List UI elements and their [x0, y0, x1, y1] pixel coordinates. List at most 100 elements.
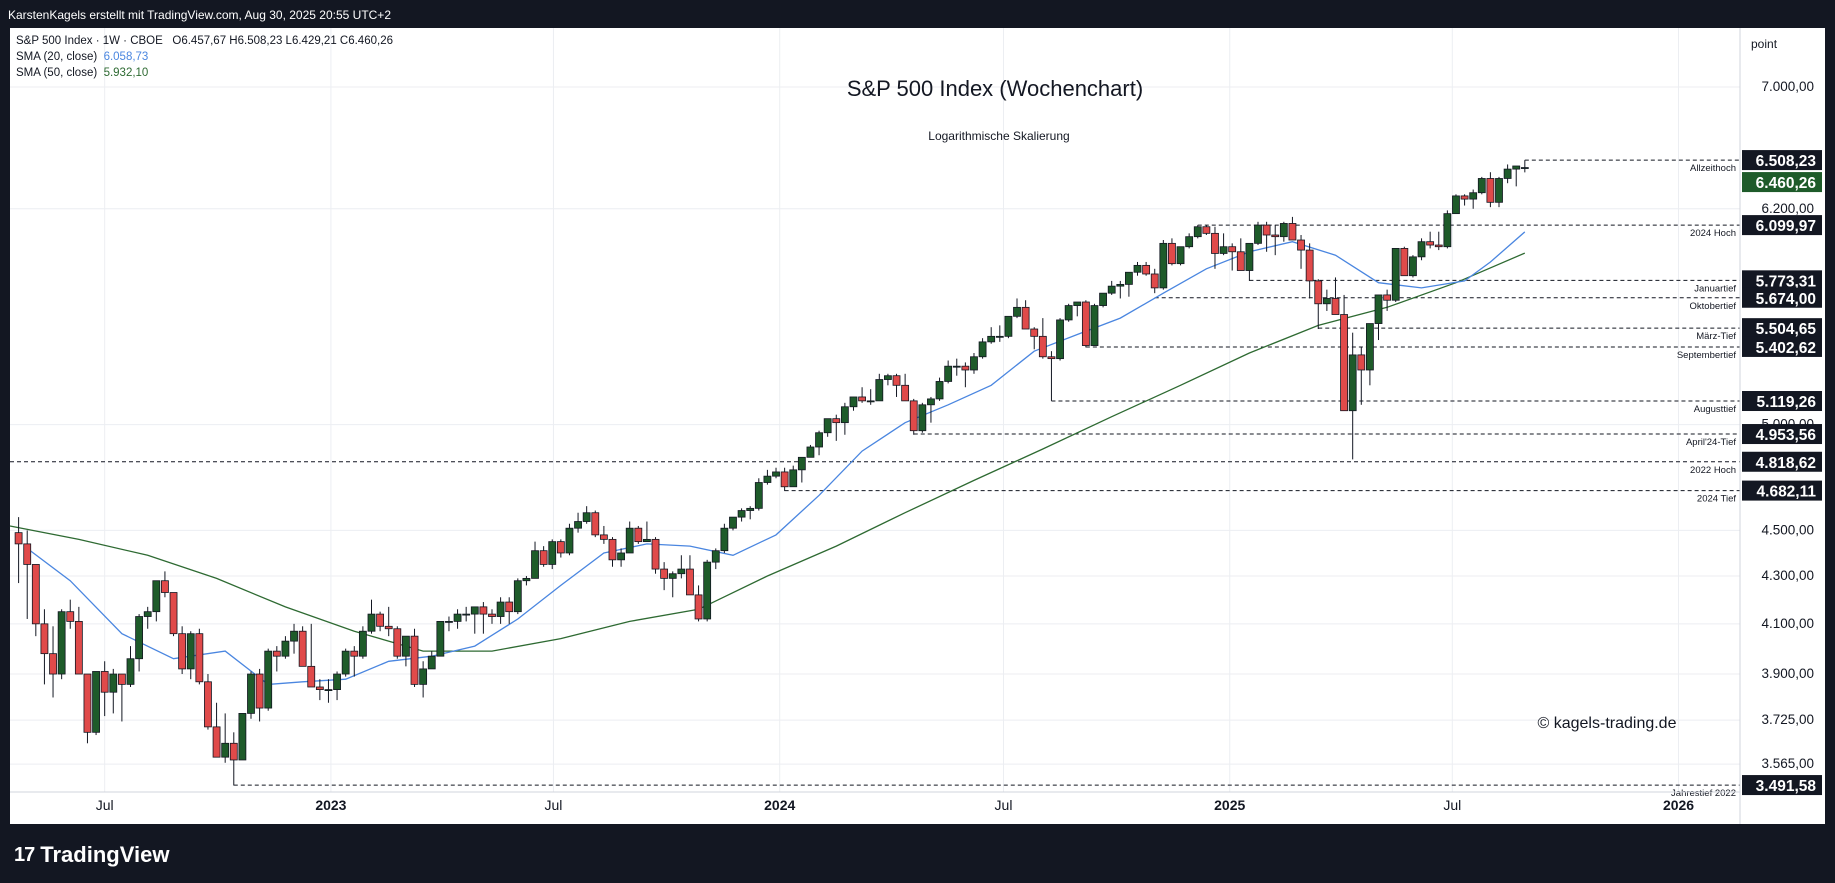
candle-body: [746, 507, 755, 511]
candle: [823, 418, 832, 437]
chart-canvas[interactable]: Allzeithoch 2024 Hoch Januartief Oktobertie…: [0, 28, 1835, 828]
candle: [1236, 238, 1245, 271]
candle-body: [1374, 294, 1383, 324]
candle: [703, 559, 712, 622]
candle: [694, 585, 703, 622]
candle: [505, 597, 514, 624]
candle: [909, 398, 918, 435]
candle-layer: [14, 160, 1529, 786]
price-label-box: [1742, 215, 1822, 236]
candle: [780, 467, 789, 492]
candle: [565, 523, 574, 556]
candle-body: [83, 673, 92, 733]
legend-sma20-label: SMA (20, close): [16, 51, 98, 63]
price-label-box: [1742, 775, 1822, 796]
candle-body: [393, 628, 402, 657]
chart-subtitle: Logarithmische Skalierung: [928, 129, 1069, 143]
candle-body: [1245, 242, 1254, 271]
candle: [970, 353, 978, 374]
price-label-value: 3.491,58: [1756, 778, 1817, 795]
candle: [574, 512, 582, 533]
candle-body: [1099, 292, 1107, 306]
candle-body: [66, 611, 75, 622]
candle: [1245, 242, 1254, 281]
candle-body: [591, 512, 600, 536]
candle: [453, 609, 462, 629]
tradingview-brand[interactable]: 17 TradingView: [14, 840, 169, 870]
candle: [66, 599, 75, 629]
candle-body: [987, 335, 996, 343]
candle-body: [1322, 298, 1331, 305]
legend-sma50-line[interactable]: SMA (50, close) 5.932,10: [16, 67, 148, 79]
candle: [31, 564, 40, 637]
candle-body: [135, 616, 144, 660]
watermark: © kagels-trading.de: [1538, 715, 1677, 732]
legend-sma20-line[interactable]: SMA (20, close) 6.058,73: [16, 51, 148, 63]
candle-body: [384, 625, 393, 630]
candle: [358, 626, 367, 659]
candle-body: [1116, 283, 1125, 287]
candle: [1495, 176, 1503, 208]
candle-body: [324, 689, 333, 691]
candle: [1434, 231, 1443, 251]
candle: [1357, 347, 1366, 405]
candle: [884, 373, 892, 386]
candle: [815, 430, 823, 456]
candle-body: [1133, 264, 1142, 273]
candle-body: [1202, 226, 1211, 234]
candle: [677, 555, 686, 579]
candle-body: [754, 482, 763, 509]
candle: [1004, 315, 1013, 339]
candle: [1099, 292, 1107, 308]
x-tick-label: 2026: [1663, 797, 1694, 813]
candle: [49, 626, 57, 698]
price-label-box: [1742, 451, 1822, 472]
time-axis[interactable]: Jul 2023 Jul 2024 Jul 2025 Jul 2026: [96, 797, 1695, 813]
candle: [737, 508, 746, 522]
x-tick-label: 2025: [1214, 797, 1245, 813]
candle: [1254, 221, 1262, 246]
candle: [1305, 243, 1314, 299]
candle: [539, 546, 548, 567]
candle: [1288, 216, 1297, 241]
candle: [754, 478, 763, 511]
candle-body: [668, 573, 677, 579]
candle-body: [238, 713, 247, 761]
y-tick-label: 6.200,00: [1761, 201, 1814, 216]
candle-body: [884, 375, 892, 380]
price-label-box: [1742, 480, 1822, 501]
price-label-value: 5.773,31: [1756, 273, 1817, 290]
candle: [307, 623, 316, 688]
candle-body: [797, 456, 806, 471]
candle-body: [1228, 246, 1237, 253]
candle-body: [358, 630, 367, 657]
price-axis[interactable]: 7.000,006.200,005.000,004.500,004.300,00…: [1761, 79, 1814, 771]
candle: [840, 402, 849, 435]
price-label-value: 4.818,62: [1756, 455, 1816, 472]
candle-body: [1013, 306, 1021, 317]
candle: [866, 389, 875, 405]
candle-body: [341, 650, 350, 675]
candle: [1176, 246, 1185, 266]
candle-body: [548, 541, 557, 565]
candle: [376, 611, 384, 632]
candle-body: [780, 471, 789, 488]
candle-body: [625, 527, 634, 554]
candle-body: [599, 534, 608, 540]
candle: [1219, 233, 1228, 256]
candle: [419, 661, 428, 698]
candle: [23, 530, 32, 619]
candle-body: [49, 653, 57, 675]
level-name: 2024 Tief: [1697, 494, 1736, 505]
candle: [1426, 231, 1435, 249]
legend-symbol-line[interactable]: S&P 500 Index · 1W · CBOE O6.457,67 H6.5…: [16, 35, 393, 47]
candle: [445, 616, 453, 632]
level-name: Allzeithoch: [1690, 163, 1736, 174]
candle: [496, 597, 505, 624]
candle: [1391, 247, 1400, 303]
candle-body: [1185, 236, 1194, 248]
candle-body: [272, 650, 281, 657]
candle-body: [565, 527, 574, 554]
candle: [462, 606, 471, 622]
candle: [126, 646, 135, 687]
